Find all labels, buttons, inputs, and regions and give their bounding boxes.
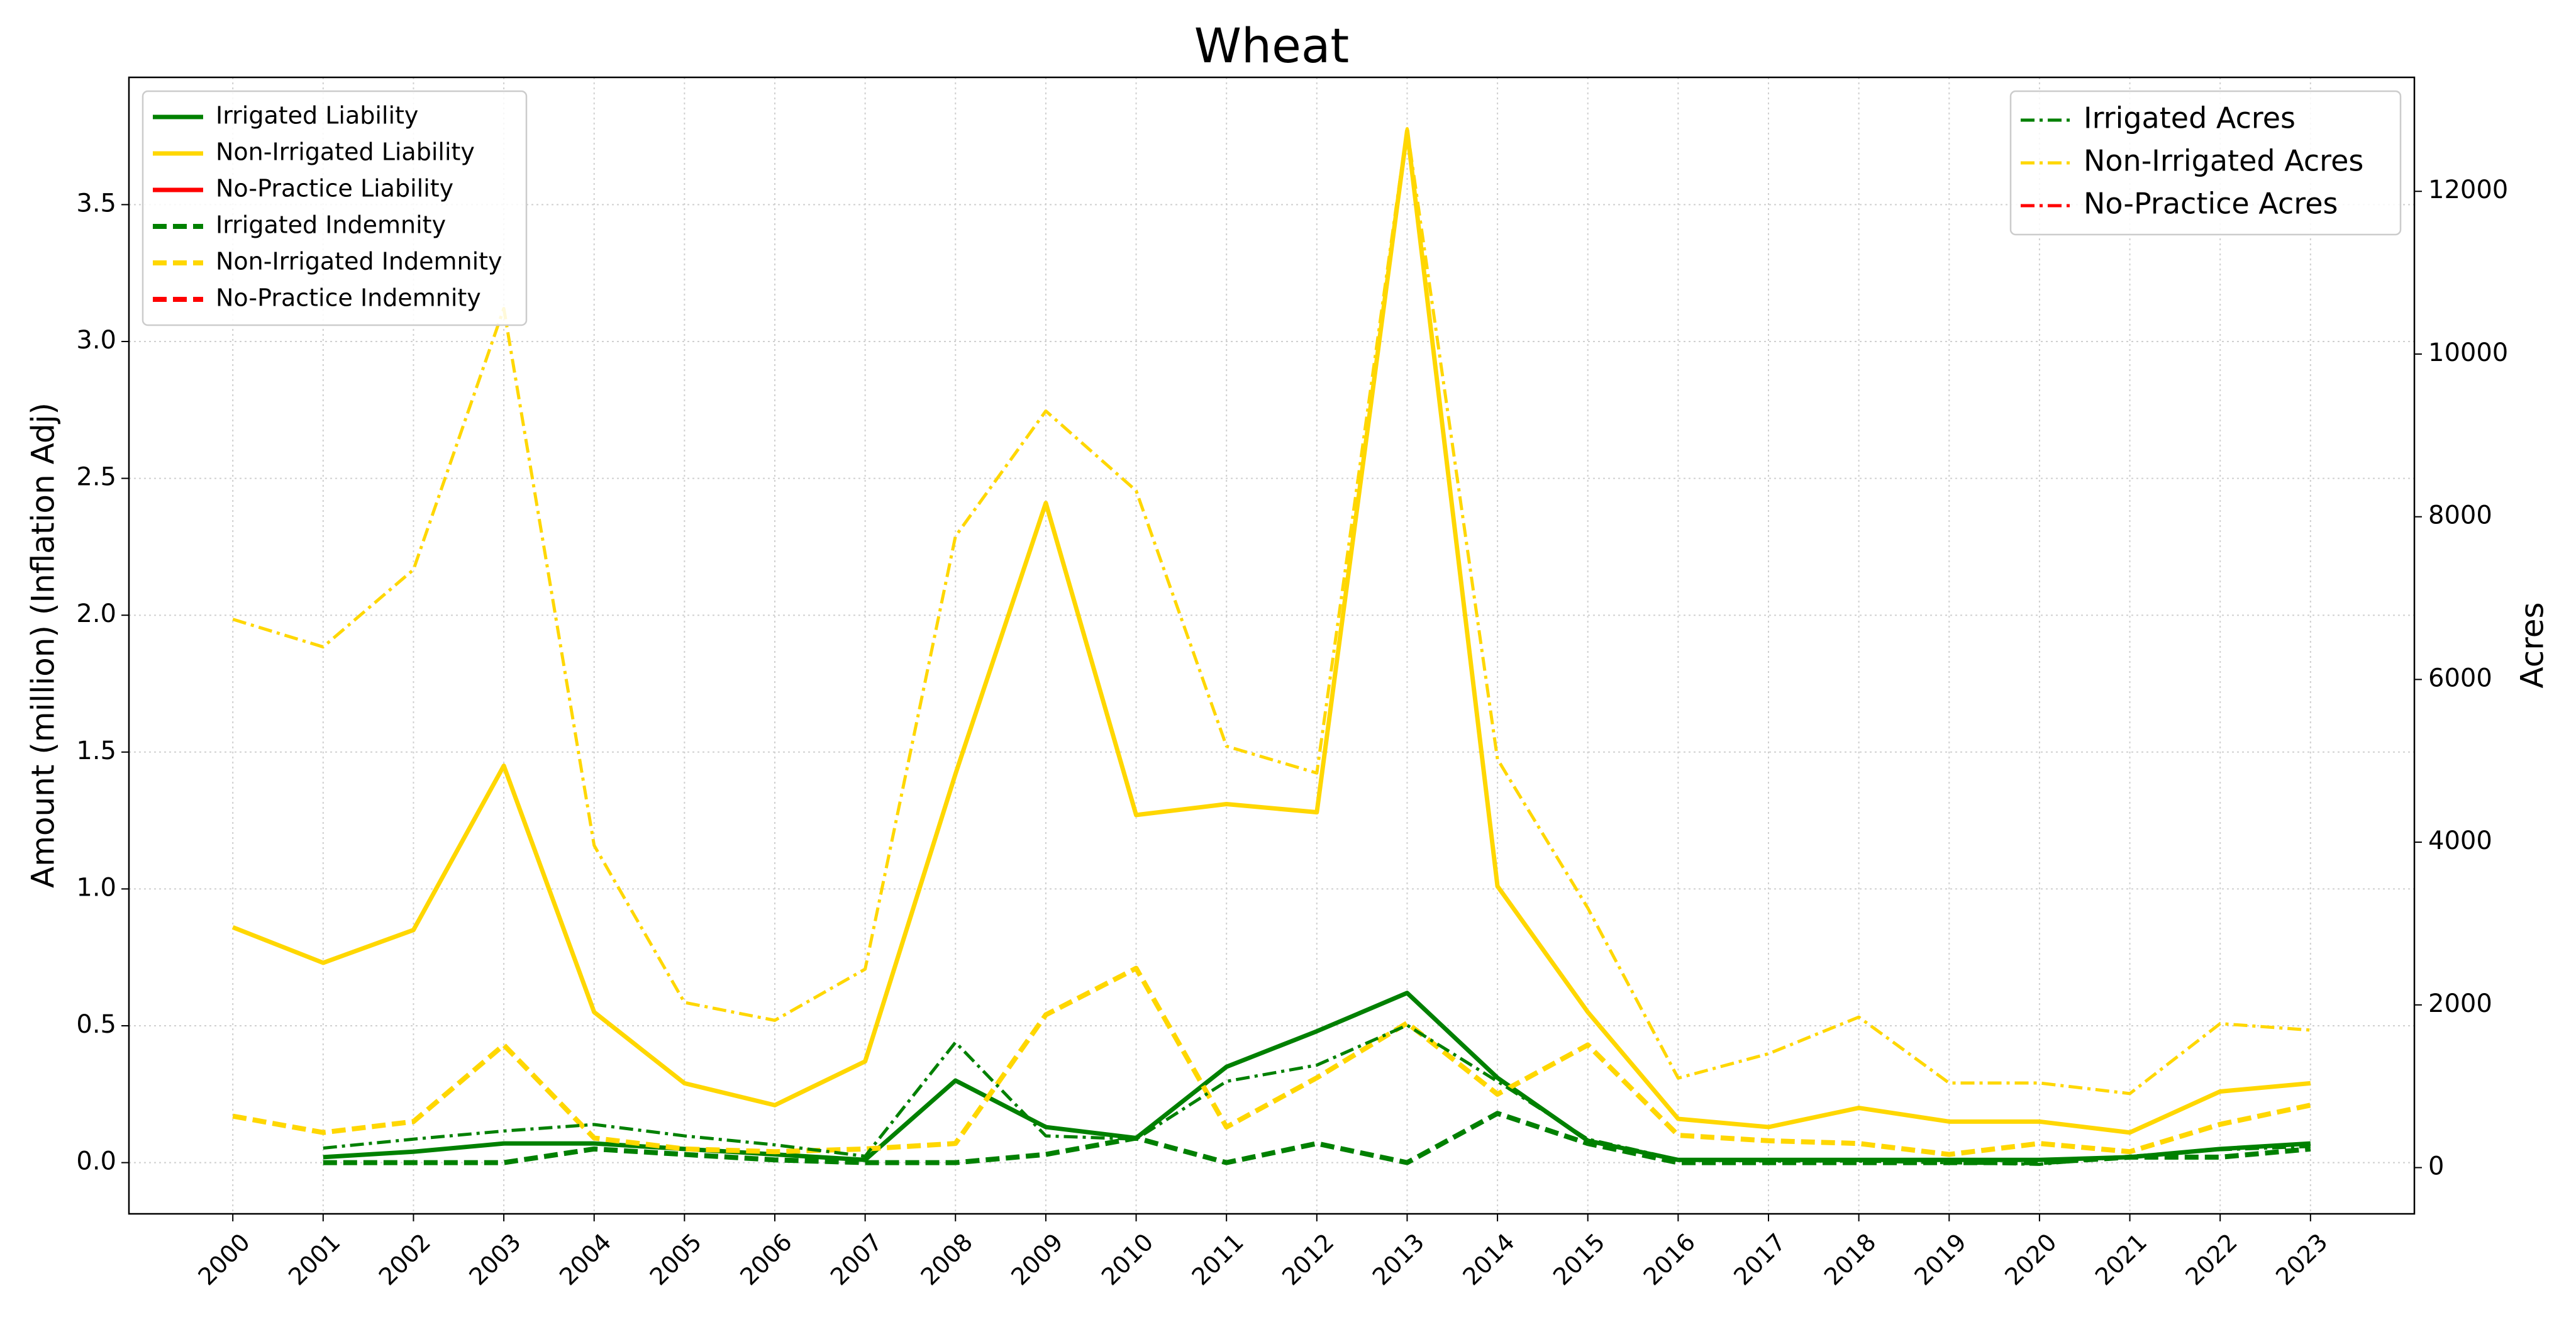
chart-title: Wheat: [1194, 18, 1349, 74]
legend-label: Non-Irrigated Liability: [216, 138, 475, 166]
y-tick-label: 0.0: [76, 1147, 116, 1176]
series-line: [231, 128, 2311, 1135]
y2-axis-label: Acres: [2514, 602, 2551, 688]
plot-frame: [128, 76, 2416, 1215]
y2-tick-label: 0: [2428, 1152, 2444, 1181]
y-tick-label: 2.0: [76, 599, 116, 628]
legend: Irrigated Acres Non-Irrigated Acres No-Pra…: [2009, 90, 2402, 236]
legend: Irrigated Liability Non-Irrigated Liabili…: [142, 90, 528, 326]
series-line: [232, 965, 2311, 1157]
legend-label: Irrigated Indemnity: [216, 211, 446, 239]
legend-label: No-Practice Indemnity: [216, 284, 481, 312]
legend-label: Non-Irrigated Acres: [2084, 144, 2363, 178]
y2-tick-label: 10000: [2428, 338, 2508, 367]
y-tick-label: 3.0: [76, 326, 116, 355]
y2-tick-label: 6000: [2428, 664, 2492, 692]
series-line: [323, 1111, 2311, 1165]
legend-box: [142, 90, 528, 326]
legend-label: Irrigated Acres: [2084, 101, 2296, 135]
y2-tick-label: 12000: [2428, 175, 2508, 204]
y2-tick-label: 8000: [2428, 501, 2492, 530]
legend-label: Non-Irrigated Indemnity: [216, 248, 502, 275]
y-tick-label: 3.5: [76, 189, 116, 218]
legend-box: [2009, 90, 2402, 236]
legend-label: No-Practice Liability: [216, 175, 453, 203]
y-tick-label: 1.5: [76, 736, 116, 765]
y-tick-label: 2.5: [76, 463, 116, 492]
series-line: [232, 127, 2311, 1096]
y-axis-label: Amount (million) (Inflation Adj): [25, 403, 62, 888]
y-tick-label: 0.5: [76, 1010, 116, 1039]
y2-tick-label: 4000: [2428, 826, 2492, 855]
y2-tick-label: 2000: [2428, 989, 2492, 1018]
series-line: [323, 1023, 2311, 1166]
legend-label: Irrigated Liability: [216, 102, 418, 130]
y-tick-label: 1.0: [76, 873, 116, 902]
legend-label: No-Practice Acres: [2084, 187, 2338, 221]
